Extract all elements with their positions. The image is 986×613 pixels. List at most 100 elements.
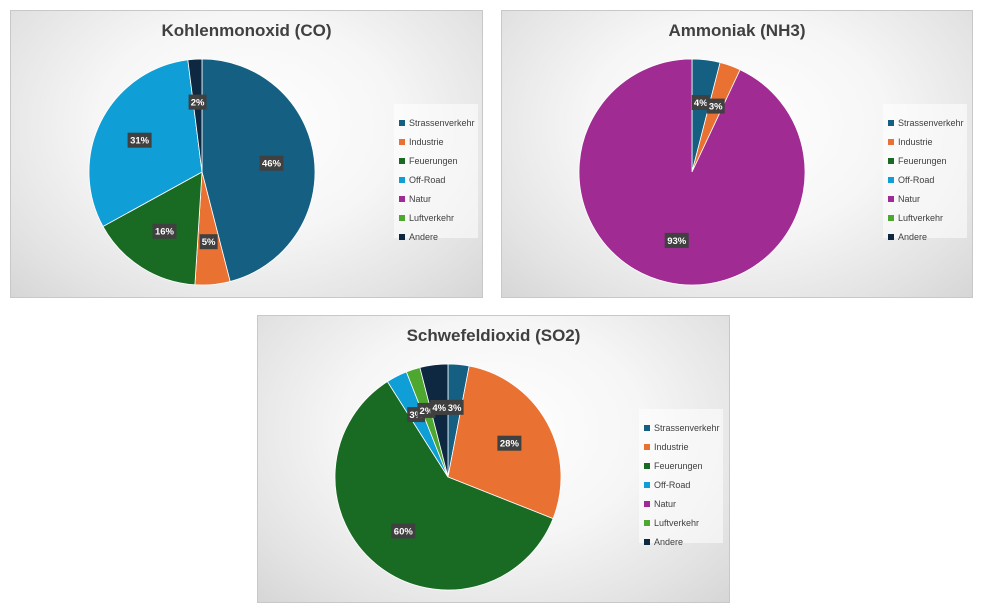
data-label-andere: 2% [188,94,207,110]
legend-item-natur[interactable]: Natur [644,497,676,511]
pie-chart-so2: 3%28%60%3%2% 4% [334,363,562,591]
legend-label: Off-Road [409,175,446,185]
legend-swatch [399,176,405,183]
legend: Strassenverkehr Industrie Feuerungen Off-Ro… [883,104,967,242]
data-label-box [152,223,177,239]
legend-swatch [399,119,405,126]
legend-label: Feuerungen [898,156,947,166]
chart-title: Ammoniak (NH3) [668,21,806,40]
legend-swatch [644,462,650,469]
data-label-box [199,234,218,250]
data-label-industrie: 3% [706,98,725,114]
legend-label: Feuerungen [409,156,458,166]
legend-label: Industrie [409,137,444,147]
legend: Strassenverkehr Industrie Feuerungen Off-Ro… [639,409,723,547]
pie-slice-feuerungen[interactable] [334,381,554,591]
legend-swatch [644,424,650,431]
data-label-strassenverkehr: 3% [445,399,464,415]
chart-panel-nh3[interactable]: 4% 3% 93% Ammoniak (NH3) Strassenverkehr In… [501,10,973,298]
data-label-text: 60% [394,527,414,538]
legend-label: Strassenverkehr [654,423,720,433]
legend-swatch [644,481,650,488]
legend-item-andere[interactable]: Andere [644,535,683,549]
legend-item-feuerungen[interactable]: Feuerungen [399,154,458,168]
legend-label: Andere [409,232,439,242]
legend-item-andere[interactable]: Andere [888,230,927,244]
legend-item-luftverkehr[interactable]: Luftverkehr [644,516,699,530]
legend-swatch [644,538,650,545]
legend-swatch [888,157,894,164]
legend-swatch [399,138,405,145]
legend-item-industrie[interactable]: Industrie [644,440,689,454]
legend-label: Luftverkehr [409,213,455,223]
data-label-box [691,95,710,110]
data-label-text: 31% [130,136,150,147]
data-label-box [391,523,416,539]
chart-panel-co[interactable]: 46% 5% 16% 31% 2% Kohlenmonoxid (CO) Strasse… [10,10,483,298]
legend: Strassenverkehr Industrie Feuerungen Off-Ro… [394,104,478,242]
legend-swatch [399,214,405,221]
legend-item-off-road[interactable]: Off-Road [399,173,445,187]
pie-slice-andere[interactable] [419,363,449,478]
legend-label: Industrie [898,137,933,147]
legend-label: Natur [409,194,432,204]
data-label-text: 28% [500,439,520,450]
legend-item-industrie[interactable]: Industrie [888,135,933,149]
pie-slice-feuerungen[interactable] [102,171,203,286]
data-label-box [664,232,689,248]
legend-item-luftverkehr[interactable]: Luftverkehr [399,211,454,225]
legend-item-industrie[interactable]: Industrie [399,135,444,149]
legend-item-andere[interactable]: Andere [399,230,438,244]
data-label-feuerungen: 16% [152,223,177,239]
legend-item-off-road[interactable]: Off-Road [888,173,934,187]
legend-item-natur[interactable]: Natur [399,192,431,206]
data-label-text: 46% [262,159,282,170]
legend-swatch [888,138,894,145]
legend-item-strassenverkehr[interactable]: Strassenverkehr [399,116,475,130]
legend-swatch [399,195,405,202]
legend-swatch [399,233,405,240]
legend-label: Off-Road [898,175,935,185]
legend-item-luftverkehr[interactable]: Luftverkehr [888,211,943,225]
pie-chart-nh3: 4% 3% 93% [578,58,806,286]
pie-slice-natur[interactable] [578,58,806,286]
legend-item-off-road[interactable]: Off-Road [644,478,690,492]
data-label-strassenverkehr: 4% [691,95,710,110]
legend-label: Andere [898,232,928,242]
legend-swatch [644,500,650,507]
chart-panel-so2[interactable]: 3% 28% 60% 3% 2% 4% Schwefeldioxid (SO2) Stra… [257,315,730,603]
legend-label: Off-Road [654,480,691,490]
legend-swatch [888,176,894,183]
legend-label: Andere [654,537,684,547]
legend-label: Natur [898,194,921,204]
pie-slice-strassenverkehr[interactable] [201,58,316,282]
chart-title: Kohlenmonoxid (CO) [161,21,332,40]
data-label-text: 5% [202,237,216,248]
legend-item-natur[interactable]: Natur [888,192,920,206]
data-label-text: 2% [420,406,434,417]
legend-item-strassenverkehr[interactable]: Strassenverkehr [644,421,720,435]
legend-label: Strassenverkehr [898,118,964,128]
legend-swatch [888,195,894,202]
data-label-box [497,435,522,451]
data-label-box [259,155,284,171]
legend-label: Luftverkehr [898,213,944,223]
pie-chart-co: 46% 5% 16% 31% 2% [88,58,316,286]
legend-item-feuerungen[interactable]: Feuerungen [888,154,947,168]
legend-label: Natur [654,499,677,509]
data-label-box [188,94,207,110]
data-label-natur: 93% [664,232,689,248]
legend-label: Feuerungen [654,461,703,471]
pie-slice-andere[interactable] [187,58,203,173]
data-label-text: 3% [709,102,723,113]
legend-swatch [644,519,650,526]
data-label-andere: 4% [430,400,449,415]
legend-item-strassenverkehr[interactable]: Strassenverkehr [888,116,964,130]
legend-item-feuerungen[interactable]: Feuerungen [644,459,703,473]
data-label-strassenverkehr: 46% [259,155,284,171]
data-label-box [430,400,449,415]
legend-swatch [888,214,894,221]
data-label-feuerungen: 60% [391,523,416,539]
chart-title: Schwefeldioxid (SO2) [406,326,581,345]
legend-swatch [888,233,894,240]
